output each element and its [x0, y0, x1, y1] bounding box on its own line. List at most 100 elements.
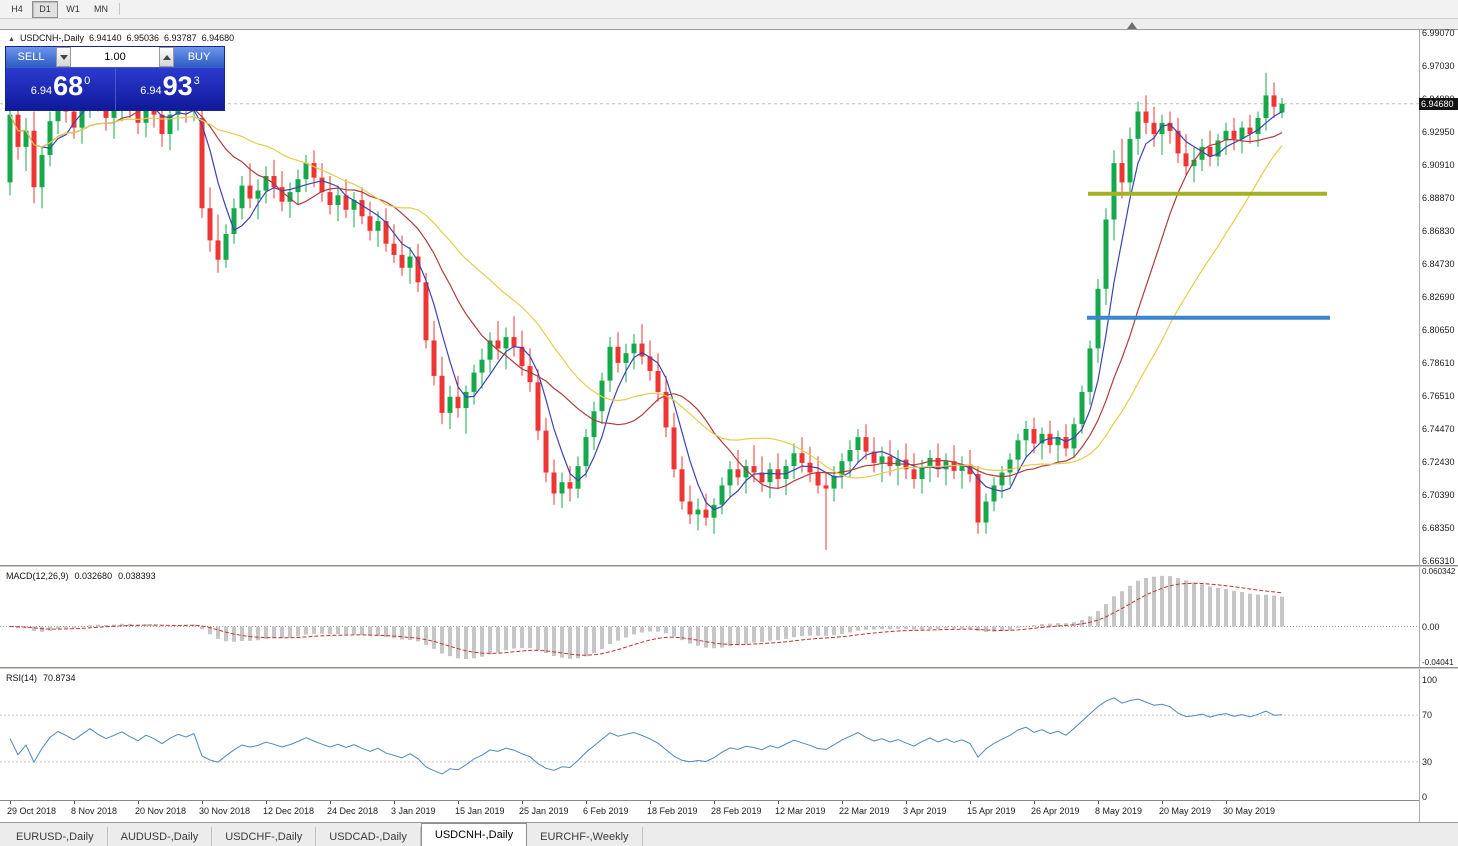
time-tick [330, 801, 331, 804]
axis-label: 6.86830 [1422, 226, 1455, 236]
sell-price-pips: 68 [53, 71, 84, 101]
right-price-scale[interactable]: 6.990706.970306.949906.929506.909106.888… [1421, 0, 1458, 822]
axis-label: 6.88870 [1422, 193, 1455, 203]
tab-usdchf-daily[interactable]: USDCHF-,Daily [212, 827, 317, 846]
axis-label: 6.70390 [1422, 490, 1455, 500]
time-tick [714, 801, 715, 804]
moving-average-5 [9, 98, 1283, 511]
date-label: 22 Mar 2019 [839, 806, 890, 816]
axis-label: 0.00 [1422, 621, 1440, 632]
date-label: 6 Feb 2019 [583, 806, 629, 816]
rsi-line [9, 697, 1283, 775]
rsi-indicator-label: RSI(14) 70.8734 [6, 673, 82, 683]
volume-up-icon [162, 54, 171, 60]
panel-separator[interactable] [0, 565, 1458, 567]
candles-layer [7, 66, 1285, 550]
time-tick [1034, 801, 1035, 804]
time-tick [1098, 801, 1099, 804]
axis-label: 6.66310 [1422, 556, 1455, 566]
sell-price-display[interactable]: 6.94 68 0 [6, 68, 115, 110]
date-label: 18 Feb 2019 [647, 806, 698, 816]
axis-label: 70 [1422, 710, 1433, 721]
chart-ohlc-title: ▲ USDCNH-,Daily 6.94140 6.95036 6.93787 6.946… [8, 33, 239, 43]
rsi-value: 70.8734 [43, 673, 76, 683]
axis-label: 0 [1422, 792, 1428, 802]
macd-value-signal: 0.038393 [118, 571, 156, 581]
macd-histogram [16, 575, 1284, 659]
timeframe-mn-button[interactable]: MN [94, 4, 108, 14]
time-tick [650, 801, 651, 804]
volume-decrease-button[interactable] [56, 47, 71, 67]
macd-signal-line [9, 582, 1283, 656]
tab-usdcnh-daily[interactable]: USDCNH-,Daily [420, 823, 528, 846]
timeframe-h4-button[interactable]: H4 [11, 4, 23, 14]
timeframe-w1-button[interactable]: W1 [66, 4, 80, 14]
sell-price-point: 0 [84, 75, 91, 87]
sell-price-prefix: 6.94 [30, 85, 53, 97]
buy-price-point: 3 [193, 75, 200, 87]
date-label: 15 Jan 2019 [455, 806, 505, 816]
chart-shift-marker-icon[interactable] [1127, 22, 1137, 29]
volume-input[interactable]: 1.00 [71, 47, 159, 67]
chart-symbol-label: USDCNH-,Daily [19, 33, 84, 43]
toolbar-separator [119, 3, 120, 15]
sell-button[interactable]: SELL [6, 47, 56, 67]
time-tick [10, 801, 11, 804]
date-label: 24 Dec 2018 [327, 806, 379, 816]
time-tick [1226, 801, 1227, 804]
axis-label: 6.97030 [1422, 61, 1455, 71]
volume-increase-button[interactable] [159, 47, 174, 67]
axis-label: 6.92950 [1422, 127, 1455, 137]
buy-price-display[interactable]: 6.94 93 3 [115, 68, 224, 110]
price-scale-separator [1419, 30, 1420, 822]
time-tick [906, 801, 907, 804]
buy-button[interactable]: BUY [174, 47, 224, 67]
panel-separator[interactable] [0, 667, 1458, 669]
time-axis[interactable]: 29 Oct 2018 8 Nov 2018 20 Nov 2018 30 Nov 2… [0, 800, 1419, 822]
date-label: 29 Oct 2018 [7, 806, 57, 816]
axis-label: 6.82690 [1422, 292, 1455, 302]
axis-label: 6.72430 [1422, 457, 1455, 467]
one-click-trading-panel: SELL 1.00 BUY 6.94 68 0 6.94 93 3 [5, 46, 225, 111]
date-label: 3 Jan 2019 [391, 806, 436, 816]
axis-label: 30 [1422, 756, 1433, 767]
ohlc-low: 6.93787 [164, 33, 197, 43]
macd-name: MACD(12,26,9) [6, 571, 69, 581]
ohlc-high: 6.95036 [126, 33, 160, 43]
time-tick [394, 801, 395, 804]
axis-label: 6.74470 [1422, 424, 1455, 434]
axis-label: 6.80650 [1422, 325, 1455, 335]
ohlc-open: 6.94140 [88, 33, 122, 43]
date-label: 26 Apr 2019 [1031, 806, 1080, 816]
chart-top-strip [0, 19, 1458, 30]
axis-label: 100 [1422, 675, 1438, 685]
date-label: 12 Dec 2018 [263, 806, 315, 816]
axis-label: 6.99070 [1422, 28, 1455, 38]
axis-label: 6.84730 [1422, 259, 1455, 269]
date-label: 30 May 2019 [1223, 806, 1276, 816]
time-tick [842, 801, 843, 804]
time-tick [202, 801, 203, 804]
rsi-name: RSI(14) [6, 673, 38, 683]
timeframe-d1-button[interactable]: D1 [32, 0, 58, 18]
tab-usdcad-daily[interactable]: USDCAD-,Daily [316, 827, 421, 846]
time-tick [522, 801, 523, 804]
axis-label: 6.76510 [1422, 391, 1455, 401]
date-label: 12 Mar 2019 [775, 806, 826, 816]
axis-label: -0.04041 [1422, 658, 1454, 667]
date-label: 25 Jan 2019 [519, 806, 569, 816]
axis-label: 6.78610 [1422, 358, 1455, 368]
time-tick [586, 801, 587, 804]
time-tick [74, 801, 75, 804]
tab-eurusd-daily[interactable]: EURUSD-,Daily [3, 827, 108, 846]
tab-eurchf-weekly[interactable]: EURCHF-,Weekly [527, 827, 643, 846]
axis-label: 0.060342 [1422, 567, 1456, 576]
time-tick [970, 801, 971, 804]
chart-expand-icon: ▲ [8, 36, 15, 43]
macd-value-main: 0.032680 [74, 571, 113, 581]
axis-label: 6.68350 [1422, 523, 1455, 533]
date-label: 3 Apr 2019 [903, 806, 947, 816]
volume-down-icon [59, 54, 68, 60]
buy-price-pips: 93 [162, 71, 193, 101]
